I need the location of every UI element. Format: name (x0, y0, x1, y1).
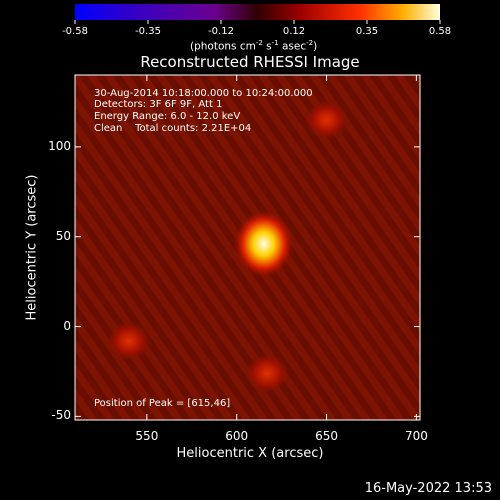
annotation-time-range: 30-Aug-2014 10:18:00.000 to 10:24:00.000 (94, 88, 313, 99)
colorbar (75, 4, 440, 20)
datestamp: 16-May-2022 13:53 (364, 481, 492, 496)
x-tick-label: 650 (315, 429, 339, 443)
colorbar-tick-label: 0.35 (355, 26, 379, 37)
x-tick-label: 550 (135, 429, 159, 443)
x-tick-label: 600 (225, 429, 249, 443)
x-tick-label: 700 (404, 429, 428, 443)
secondary-source (106, 320, 151, 361)
x-axis-label: Heliocentric X (arcsec) (176, 446, 324, 461)
annotation-detectors: Detectors: 3F 6F 9F, Att 1 (94, 99, 223, 110)
plot-frame (74, 74, 421, 421)
annotation-energy-range: Energy Range: 6.0 - 12.0 keV (94, 111, 241, 122)
secondary-source (304, 99, 349, 140)
secondary-source (245, 353, 290, 394)
chart-title: Reconstructed RHESSI Image (140, 53, 360, 71)
annotation-peak-position: Position of Peak = [615,46] (94, 398, 231, 409)
y-tick-label: -50 (51, 408, 71, 423)
peak-source (233, 209, 294, 278)
y-tick-label: 50 (55, 228, 71, 243)
colorbar-tick-label: -0.58 (62, 26, 88, 37)
annotation-clean-counts: Clean Total counts: 2.21E+04 (94, 123, 252, 134)
colorbar-tick-label: 0.58 (428, 26, 452, 37)
colorbar-unit-label: (photons cm-2 s-1 asec-2) (190, 39, 318, 53)
colorbar-tick-label: 0.12 (282, 26, 306, 37)
colorbar-tick-label: -0.35 (135, 26, 161, 37)
colorbar-tick-label: -0.12 (208, 26, 234, 37)
y-tick-label: 0 (63, 318, 71, 333)
y-axis-label: Heliocentric Y (arcsec) (24, 174, 40, 321)
y-tick-label: 100 (48, 138, 71, 153)
